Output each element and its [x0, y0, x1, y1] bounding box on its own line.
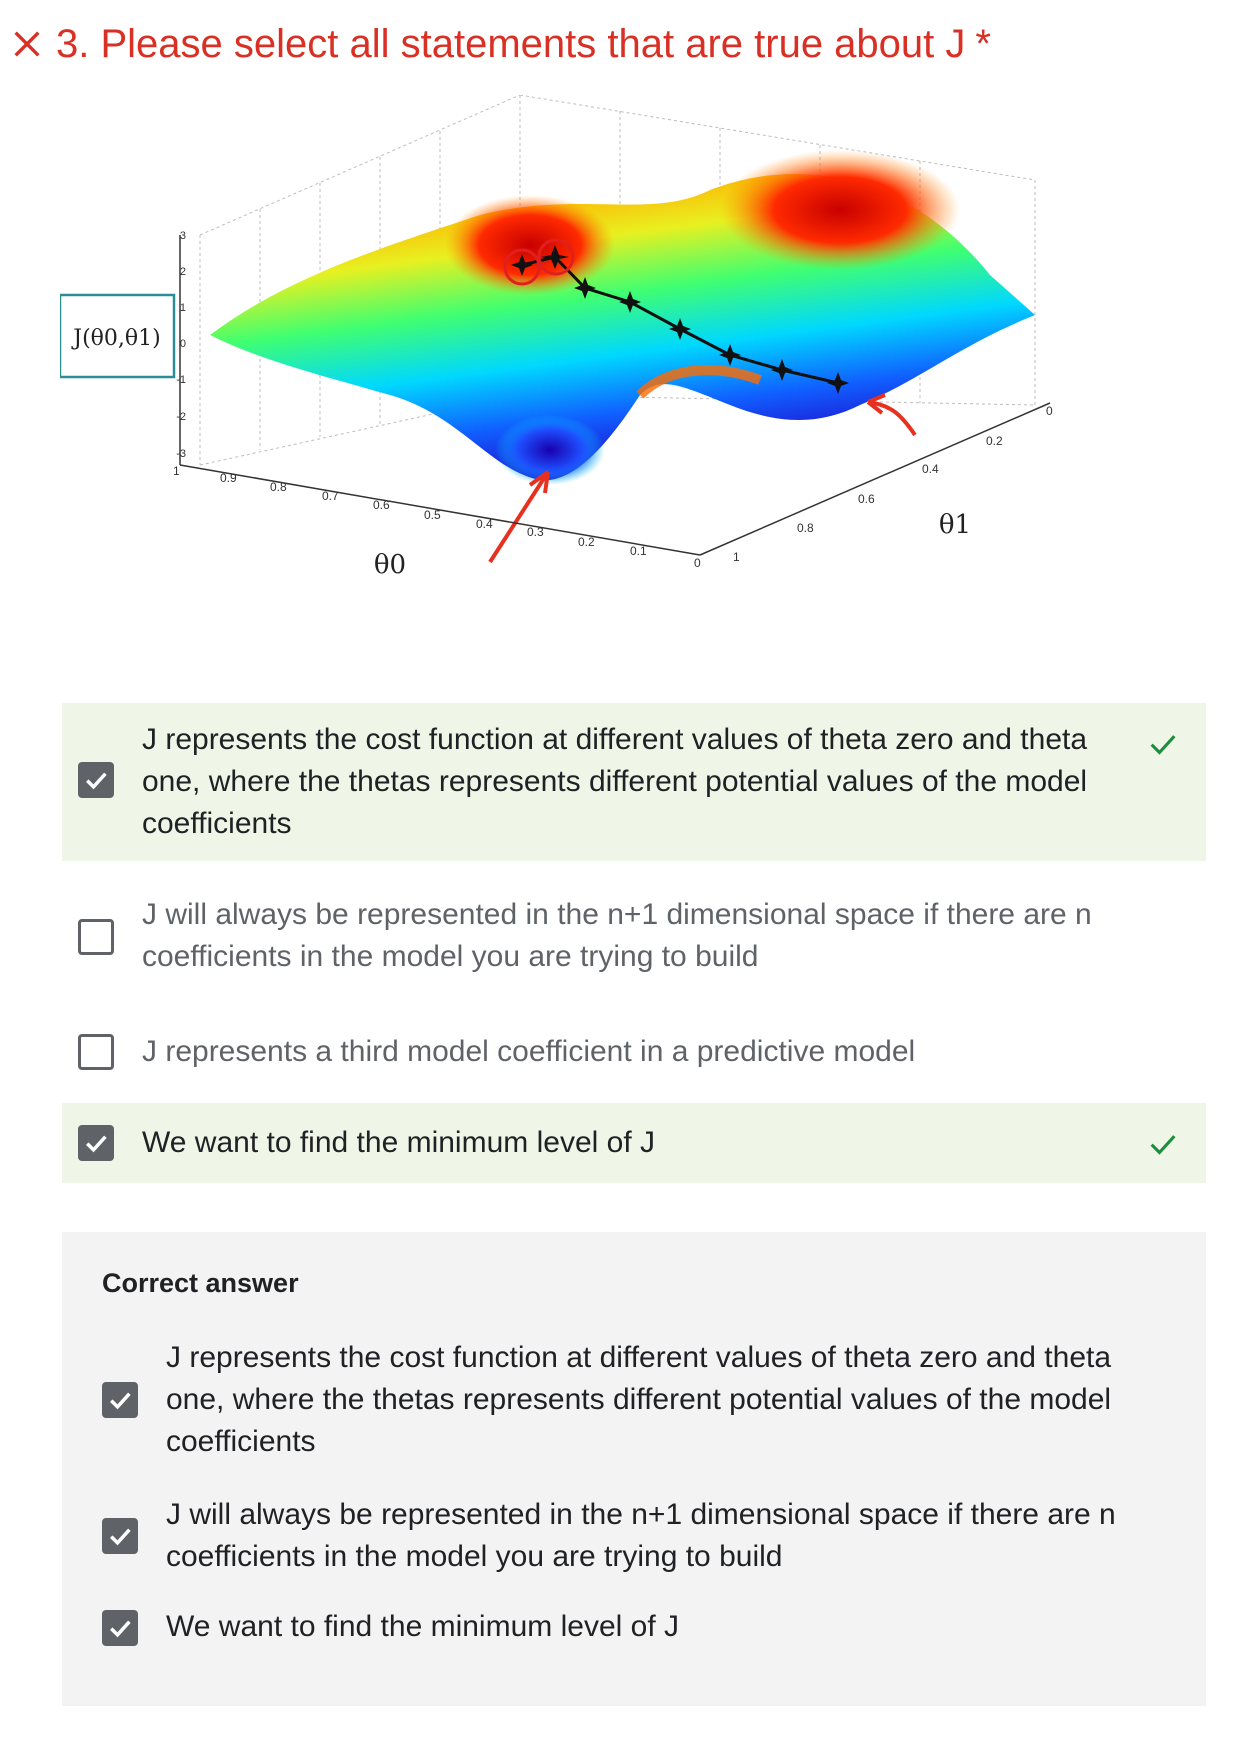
checkmark-icon: [110, 1620, 131, 1638]
theta0-tick-label: 0.4: [476, 517, 493, 531]
correct-answer-item: We want to find the minimum level of J: [102, 1606, 1176, 1656]
theta1-axis-label: θ1: [939, 510, 971, 540]
correct-check-icon: [1150, 735, 1176, 755]
checkbox-checked: [102, 1518, 138, 1554]
correct-answer-item: J represents the cost function at differ…: [102, 1337, 1176, 1467]
correct-answer-label: J represents the cost function at differ…: [166, 1341, 1112, 1458]
correct-answer-label: J will always be represented in the n+1 …: [166, 1498, 1116, 1573]
option-label: J represents the cost function at differ…: [142, 723, 1088, 840]
answer-option-2[interactable]: J will always be represented in the n+1 …: [62, 878, 1206, 993]
theta1-tick-label: 0.2: [986, 434, 1003, 448]
z-tick-label: 3: [180, 230, 186, 242]
correct-answer-title: Correct answer: [102, 1268, 299, 1298]
question-header: 3. Please select all statements that are…: [10, 20, 991, 68]
answer-option-1[interactable]: J represents the cost function at differ…: [62, 703, 1206, 861]
close-icon: [14, 31, 40, 57]
theta1-tick-label: 0.8: [797, 521, 814, 535]
theta1-tick-label: 0.6: [858, 492, 875, 506]
cost-surface-figure: 3 2 1 0 -1 -2 -3 1 0.9 0.8 0.7 0.6 0.5 0…: [60, 95, 1053, 580]
z-tick-label: -2: [176, 411, 186, 423]
theta0-tick-label: 0.2: [578, 535, 595, 549]
required-marker: *: [975, 22, 991, 66]
theta0-tick-label: 0.9: [220, 471, 237, 485]
z-axis-label: J(θ0,θ1): [71, 326, 160, 351]
z-tick-label: -1: [176, 374, 186, 386]
correct-answer-label: We want to find the minimum level of J: [166, 1610, 679, 1643]
z-tick-label: 0: [180, 338, 186, 350]
theta0-tick-label: 0.5: [424, 508, 441, 522]
theta0-tick-label: 0.3: [527, 525, 544, 539]
correct-answer-panel: Correct answer J represents the cost fun…: [62, 1232, 1206, 1706]
theta0-tick-label: 0.8: [270, 480, 287, 494]
theta1-tick-label: 0: [1046, 404, 1053, 418]
theta1-tick-label: 0.4: [922, 462, 939, 476]
z-tick-label: 2: [180, 266, 186, 278]
answer-option-3[interactable]: J represents a third model coefficient i…: [62, 1012, 1206, 1092]
theta0-tick-label: 0.7: [322, 489, 339, 503]
answer-option-4[interactable]: We want to find the minimum level of J: [62, 1103, 1206, 1183]
checkmark-icon: [110, 1392, 131, 1410]
checkbox-checked: [102, 1382, 138, 1418]
checkbox-checked: [102, 1610, 138, 1646]
question-title: 3. Please select all statements that are…: [56, 22, 966, 66]
checkmark-icon: [86, 1135, 107, 1153]
z-tick-label: 1: [180, 302, 186, 314]
option-checkbox-checked[interactable]: [78, 762, 114, 798]
option-label: We want to find the minimum level of J: [142, 1126, 655, 1159]
option-checkbox-unchecked[interactable]: [78, 1034, 114, 1070]
theta0-tick-label: 0.1: [630, 544, 647, 558]
correct-answer-item: J will always be represented in the n+1 …: [102, 1494, 1176, 1584]
theta0-tick-label: 1: [173, 464, 180, 478]
option-label: J represents a third model coefficient i…: [142, 1035, 916, 1068]
theta0-tick-label: 0.6: [373, 498, 390, 512]
theta0-axis-label: θ0: [374, 550, 406, 580]
theta0-tick-label: 0: [694, 556, 701, 570]
theta1-tick-label: 1: [733, 550, 740, 564]
option-checkbox-checked[interactable]: [78, 1125, 114, 1161]
checkmark-icon: [86, 772, 107, 790]
checkmark-icon: [110, 1528, 131, 1546]
z-tick-label: -3: [176, 448, 186, 460]
option-label: J will always be represented in the n+1 …: [142, 898, 1092, 973]
correct-check-icon: [1150, 1135, 1176, 1155]
option-checkbox-unchecked[interactable]: [78, 919, 114, 955]
